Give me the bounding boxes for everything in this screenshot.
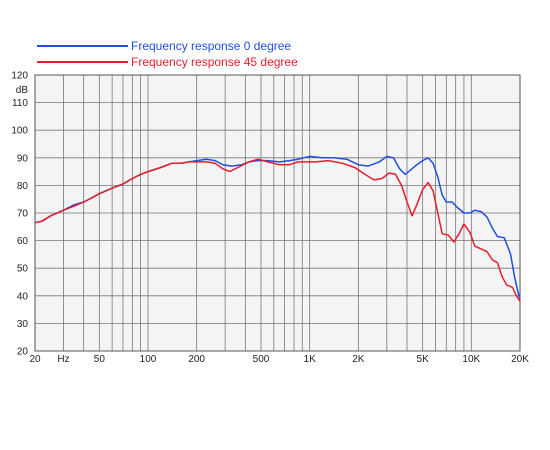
x-tick-label: 200 (188, 354, 205, 365)
grid (35, 75, 520, 351)
y-tick-label: 20 (17, 347, 29, 358)
legend: Frequency response 0 degree Frequency re… (37, 39, 298, 69)
x-tick-label: 20 (29, 354, 41, 365)
x-tick-label: 100 (140, 354, 157, 365)
series-line-45-degree (34, 158, 521, 302)
y-tick-label: 70 (17, 209, 29, 220)
y-tick-label: 80 (17, 181, 29, 192)
y-tick-label: 60 (17, 236, 29, 247)
y-tick-label: 40 (17, 291, 29, 302)
x-tick-label: 10K (462, 354, 480, 365)
y-tick-label: 100 (11, 126, 28, 137)
y-tick-label: 120 (11, 71, 28, 82)
plot-frame (34, 74, 521, 352)
x-tick-label: 1K (304, 354, 317, 365)
y-tick-label: 30 (17, 319, 29, 330)
y-axis-ticks: 20 30 40 50 60 70 80 90 100 110 120 (11, 71, 28, 358)
x-tick-label: 5K (417, 354, 430, 365)
y-axis-unit: dB (16, 85, 29, 96)
legend-label-0-degree: Frequency response 0 degree (131, 39, 291, 53)
x-axis-ticks: 20 Hz 50 100 200 500 1K 2K 5K 10K 20K (29, 354, 529, 365)
legend-label-45-degree: Frequency response 45 degree (131, 55, 298, 69)
x-tick-label: 50 (94, 354, 106, 365)
y-tick-label: 90 (17, 153, 29, 164)
x-tick-label: 500 (253, 354, 270, 365)
series-layer (34, 155, 521, 302)
y-tick-label: 110 (12, 98, 28, 109)
x-tick-label: 2K (352, 354, 365, 365)
x-tick-label: Hz (57, 354, 69, 365)
y-tick-label: 50 (17, 264, 29, 275)
x-tick-label: 20K (511, 354, 529, 365)
